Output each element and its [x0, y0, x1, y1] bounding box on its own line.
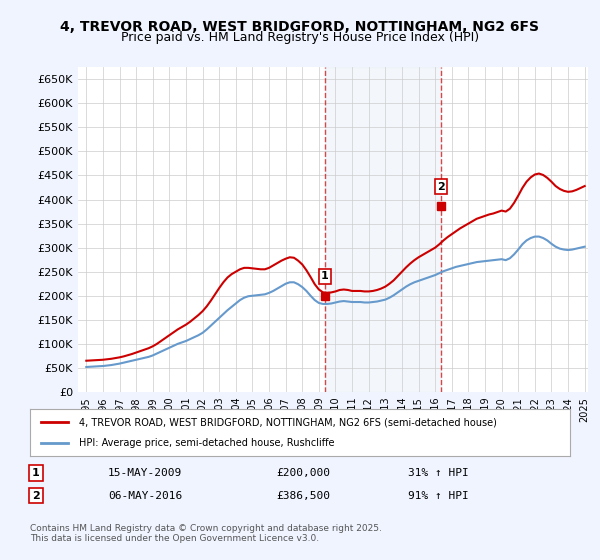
Text: 06-MAY-2016: 06-MAY-2016 — [108, 491, 182, 501]
Text: HPI: Average price, semi-detached house, Rushcliffe: HPI: Average price, semi-detached house,… — [79, 438, 334, 448]
Text: 1: 1 — [321, 272, 329, 281]
Text: 2: 2 — [437, 181, 445, 192]
Text: 4, TREVOR ROAD, WEST BRIDGFORD, NOTTINGHAM, NG2 6FS (semi-detached house): 4, TREVOR ROAD, WEST BRIDGFORD, NOTTINGH… — [79, 417, 496, 427]
Text: 31% ↑ HPI: 31% ↑ HPI — [408, 468, 469, 478]
Text: 2: 2 — [32, 491, 40, 501]
Text: 4, TREVOR ROAD, WEST BRIDGFORD, NOTTINGHAM, NG2 6FS: 4, TREVOR ROAD, WEST BRIDGFORD, NOTTINGH… — [61, 20, 539, 34]
Text: 91% ↑ HPI: 91% ↑ HPI — [408, 491, 469, 501]
Text: Contains HM Land Registry data © Crown copyright and database right 2025.
This d: Contains HM Land Registry data © Crown c… — [30, 524, 382, 543]
Text: £200,000: £200,000 — [276, 468, 330, 478]
Text: 1: 1 — [32, 468, 40, 478]
Text: Price paid vs. HM Land Registry's House Price Index (HPI): Price paid vs. HM Land Registry's House … — [121, 31, 479, 44]
Bar — [325, 67, 441, 392]
Text: 15-MAY-2009: 15-MAY-2009 — [108, 468, 182, 478]
Text: £386,500: £386,500 — [276, 491, 330, 501]
